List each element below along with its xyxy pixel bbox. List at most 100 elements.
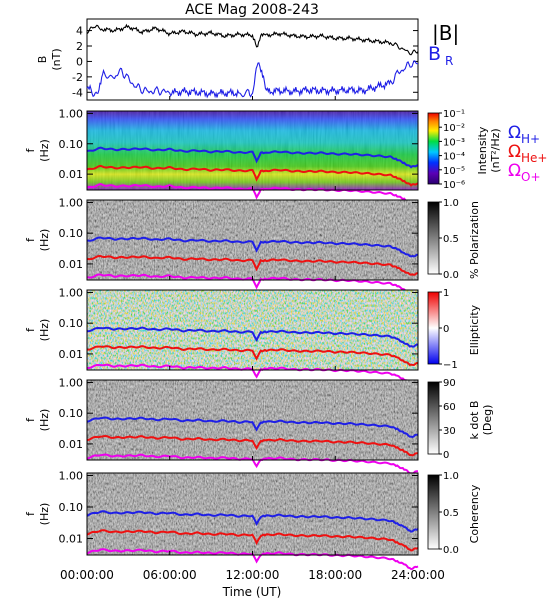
colorbar-label-line: k dot B xyxy=(468,401,481,440)
coherency-colorbar xyxy=(427,474,440,550)
kdotb-ylabel: f (Hz) xyxy=(24,409,51,432)
colorbar-tick-label: 10⁻³ xyxy=(443,137,465,148)
y-tick-label: 0.01 xyxy=(59,168,84,181)
ellipticity-colorbar xyxy=(427,291,440,365)
x-tick-label: 12:00:00 xyxy=(226,568,280,582)
colorbar-tick-label: 1 xyxy=(443,288,449,299)
ellipticity-panel: 1.00 0.10 0.01 f (Hz) 1 0 −1 Ellipticity xyxy=(24,286,481,385)
colorbar-tick-label: 90 xyxy=(443,378,456,389)
colorbar-tick-label: 0.5 xyxy=(443,508,459,519)
gyro-legend-symbol: Ω xyxy=(508,142,521,162)
y-tick-label: 0.01 xyxy=(59,258,84,271)
y-tick-label: 0.01 xyxy=(59,348,84,361)
gyro-legend-subscript: O+ xyxy=(521,170,541,184)
y-tick-label: -4 xyxy=(72,86,83,99)
colorbar-label-line: Ellipticity xyxy=(468,304,481,355)
x-axis-title: Time (UT) xyxy=(222,585,282,599)
y-tick-label: 1.00 xyxy=(59,376,84,389)
ylabel-line: (nT) xyxy=(50,48,63,70)
colorbar-tick-label: 1.0 xyxy=(443,471,459,482)
ylabel-line: f xyxy=(24,417,37,422)
legend-bmag: |B| xyxy=(432,21,459,45)
y-tick-label: 0.10 xyxy=(59,138,84,151)
x-tick-label: 24:00:00 xyxy=(391,568,445,582)
colorbar-label-line: Coherency xyxy=(468,484,481,543)
ellipticity-colorbar-label: Ellipticity xyxy=(468,304,481,355)
gyro-legend-symbol: Ω xyxy=(508,161,521,181)
gyro-legend-subscript: He+ xyxy=(521,151,547,165)
coherency-panel: 1.00 0.10 0.01 f (Hz) 1.0 0.5 0.0 Coherency xyxy=(24,469,481,571)
colorbar-label-line: Intensity xyxy=(476,126,489,174)
bmag-series-line xyxy=(86,23,419,56)
colorbar-tick-label: 10⁻⁵ xyxy=(443,166,465,177)
y-tick-label: 1.00 xyxy=(59,196,84,209)
y-tick-label: 1.00 xyxy=(59,469,84,482)
y-tick-label: 0.10 xyxy=(59,501,84,514)
intensity-panel: 1.00 0.10 0.01 f (Hz) 10⁻¹ 10⁻² 10⁻³ 10⁻⁴ 10⁻⁵ 10⁻… xyxy=(24,107,547,205)
y-tick-label: 2 xyxy=(76,40,83,53)
kdotb-colorbar xyxy=(427,381,440,455)
colorbar-label-line: (Deg) xyxy=(481,405,494,436)
kdotb-panel: 1.00 0.10 0.01 f (Hz) 90 60 30 0 k dot B (Deg) xyxy=(24,376,494,475)
coherency-colorbar-label: Coherency xyxy=(468,484,481,543)
colorbar-tick-label: −1 xyxy=(443,360,458,371)
colorbar-tick-label: 0.5 xyxy=(443,234,459,245)
gyro-legend-subscript: H+ xyxy=(521,132,540,146)
intensity-texture xyxy=(87,111,418,190)
ylabel-line: (Hz) xyxy=(38,229,51,252)
ylabel-line: f xyxy=(24,237,37,242)
he-gyrofrequency-line xyxy=(86,164,419,187)
y-tick-label: 4 xyxy=(76,25,83,38)
legend-br-subscript: R xyxy=(445,54,453,68)
ylabel-line: f xyxy=(24,327,37,332)
colorbar-tick-label: 0.0 xyxy=(443,270,459,281)
kdotb-spectrogram xyxy=(87,380,418,460)
ylabel-line: B xyxy=(36,56,49,64)
y-tick-label: 1.00 xyxy=(59,286,84,299)
gyrofrequency-legend: Ω H+Ω He+Ω O+ xyxy=(508,123,547,184)
ylabel-line: f xyxy=(24,511,37,516)
h-gyrofrequency-line xyxy=(86,416,418,439)
h-gyrofrequency-line xyxy=(86,510,419,533)
polarization-panel: 1.00 0.10 0.01 f (Hz) 1.0 0.5 0.0 % Polarization xyxy=(24,196,481,294)
y-tick-label: 1.00 xyxy=(59,107,84,120)
colorbar-tick-label: 10⁻⁶ xyxy=(443,180,465,191)
colorbar-tick-label: 10⁻² xyxy=(443,123,465,134)
colorbar-label-line: (nT²/Hz) xyxy=(489,128,502,172)
x-tick-label: 06:00:00 xyxy=(143,568,197,582)
y-tick-label: 0.01 xyxy=(59,438,84,451)
y-tick-label: 0.10 xyxy=(59,317,84,330)
kdotb-colorbar-label: k dot B (Deg) xyxy=(468,401,494,440)
colorbar-tick-label: 30 xyxy=(443,426,456,437)
coherency-ylabel: f (Hz) xyxy=(24,503,51,526)
y-tick-label: -2 xyxy=(72,71,83,84)
b-field-ylabel: B (nT) xyxy=(36,48,63,70)
colorbar-tick-label: 60 xyxy=(443,402,456,413)
polarization-colorbar-label: % Polarization xyxy=(468,201,481,279)
y-tick-label: 0.10 xyxy=(59,407,84,420)
y-tick-label: 0.10 xyxy=(59,227,84,240)
ylabel-line: (Hz) xyxy=(38,409,51,432)
intensity-colorbar xyxy=(427,112,440,185)
br-series-line xyxy=(86,60,418,99)
colorbar-tick-label: 0.0 xyxy=(443,545,459,556)
intensity-colorbar-label: Intensity (nT²/Hz) xyxy=(476,126,502,174)
colorbar-label-line: % Polarization xyxy=(468,201,481,279)
he-gyrofrequency-line xyxy=(86,434,418,457)
polarization-ylabel: f (Hz) xyxy=(24,229,51,252)
he-gyrofrequency-line xyxy=(86,254,419,276)
colorbar-tick-label: 0 xyxy=(443,324,449,335)
x-tick-label: 00:00:00 xyxy=(60,568,114,582)
intensity-ylabel: f (Hz) xyxy=(24,139,51,162)
h-gyrofrequency-line xyxy=(86,326,419,348)
ylabel-line: f xyxy=(24,147,37,152)
ylabel-line: (Hz) xyxy=(38,503,51,526)
x-tick-label: 18:00:00 xyxy=(308,568,362,582)
b-field-panel: 420-2-4|B|B RB (nT) xyxy=(36,18,459,101)
y-tick-label: 0 xyxy=(76,55,83,68)
y-tick-label: 0.01 xyxy=(59,533,84,546)
figure-title: ACE Mag 2008-243 xyxy=(185,2,319,18)
h-gyrofrequency-line xyxy=(86,146,419,169)
legend-br: B xyxy=(428,43,441,65)
